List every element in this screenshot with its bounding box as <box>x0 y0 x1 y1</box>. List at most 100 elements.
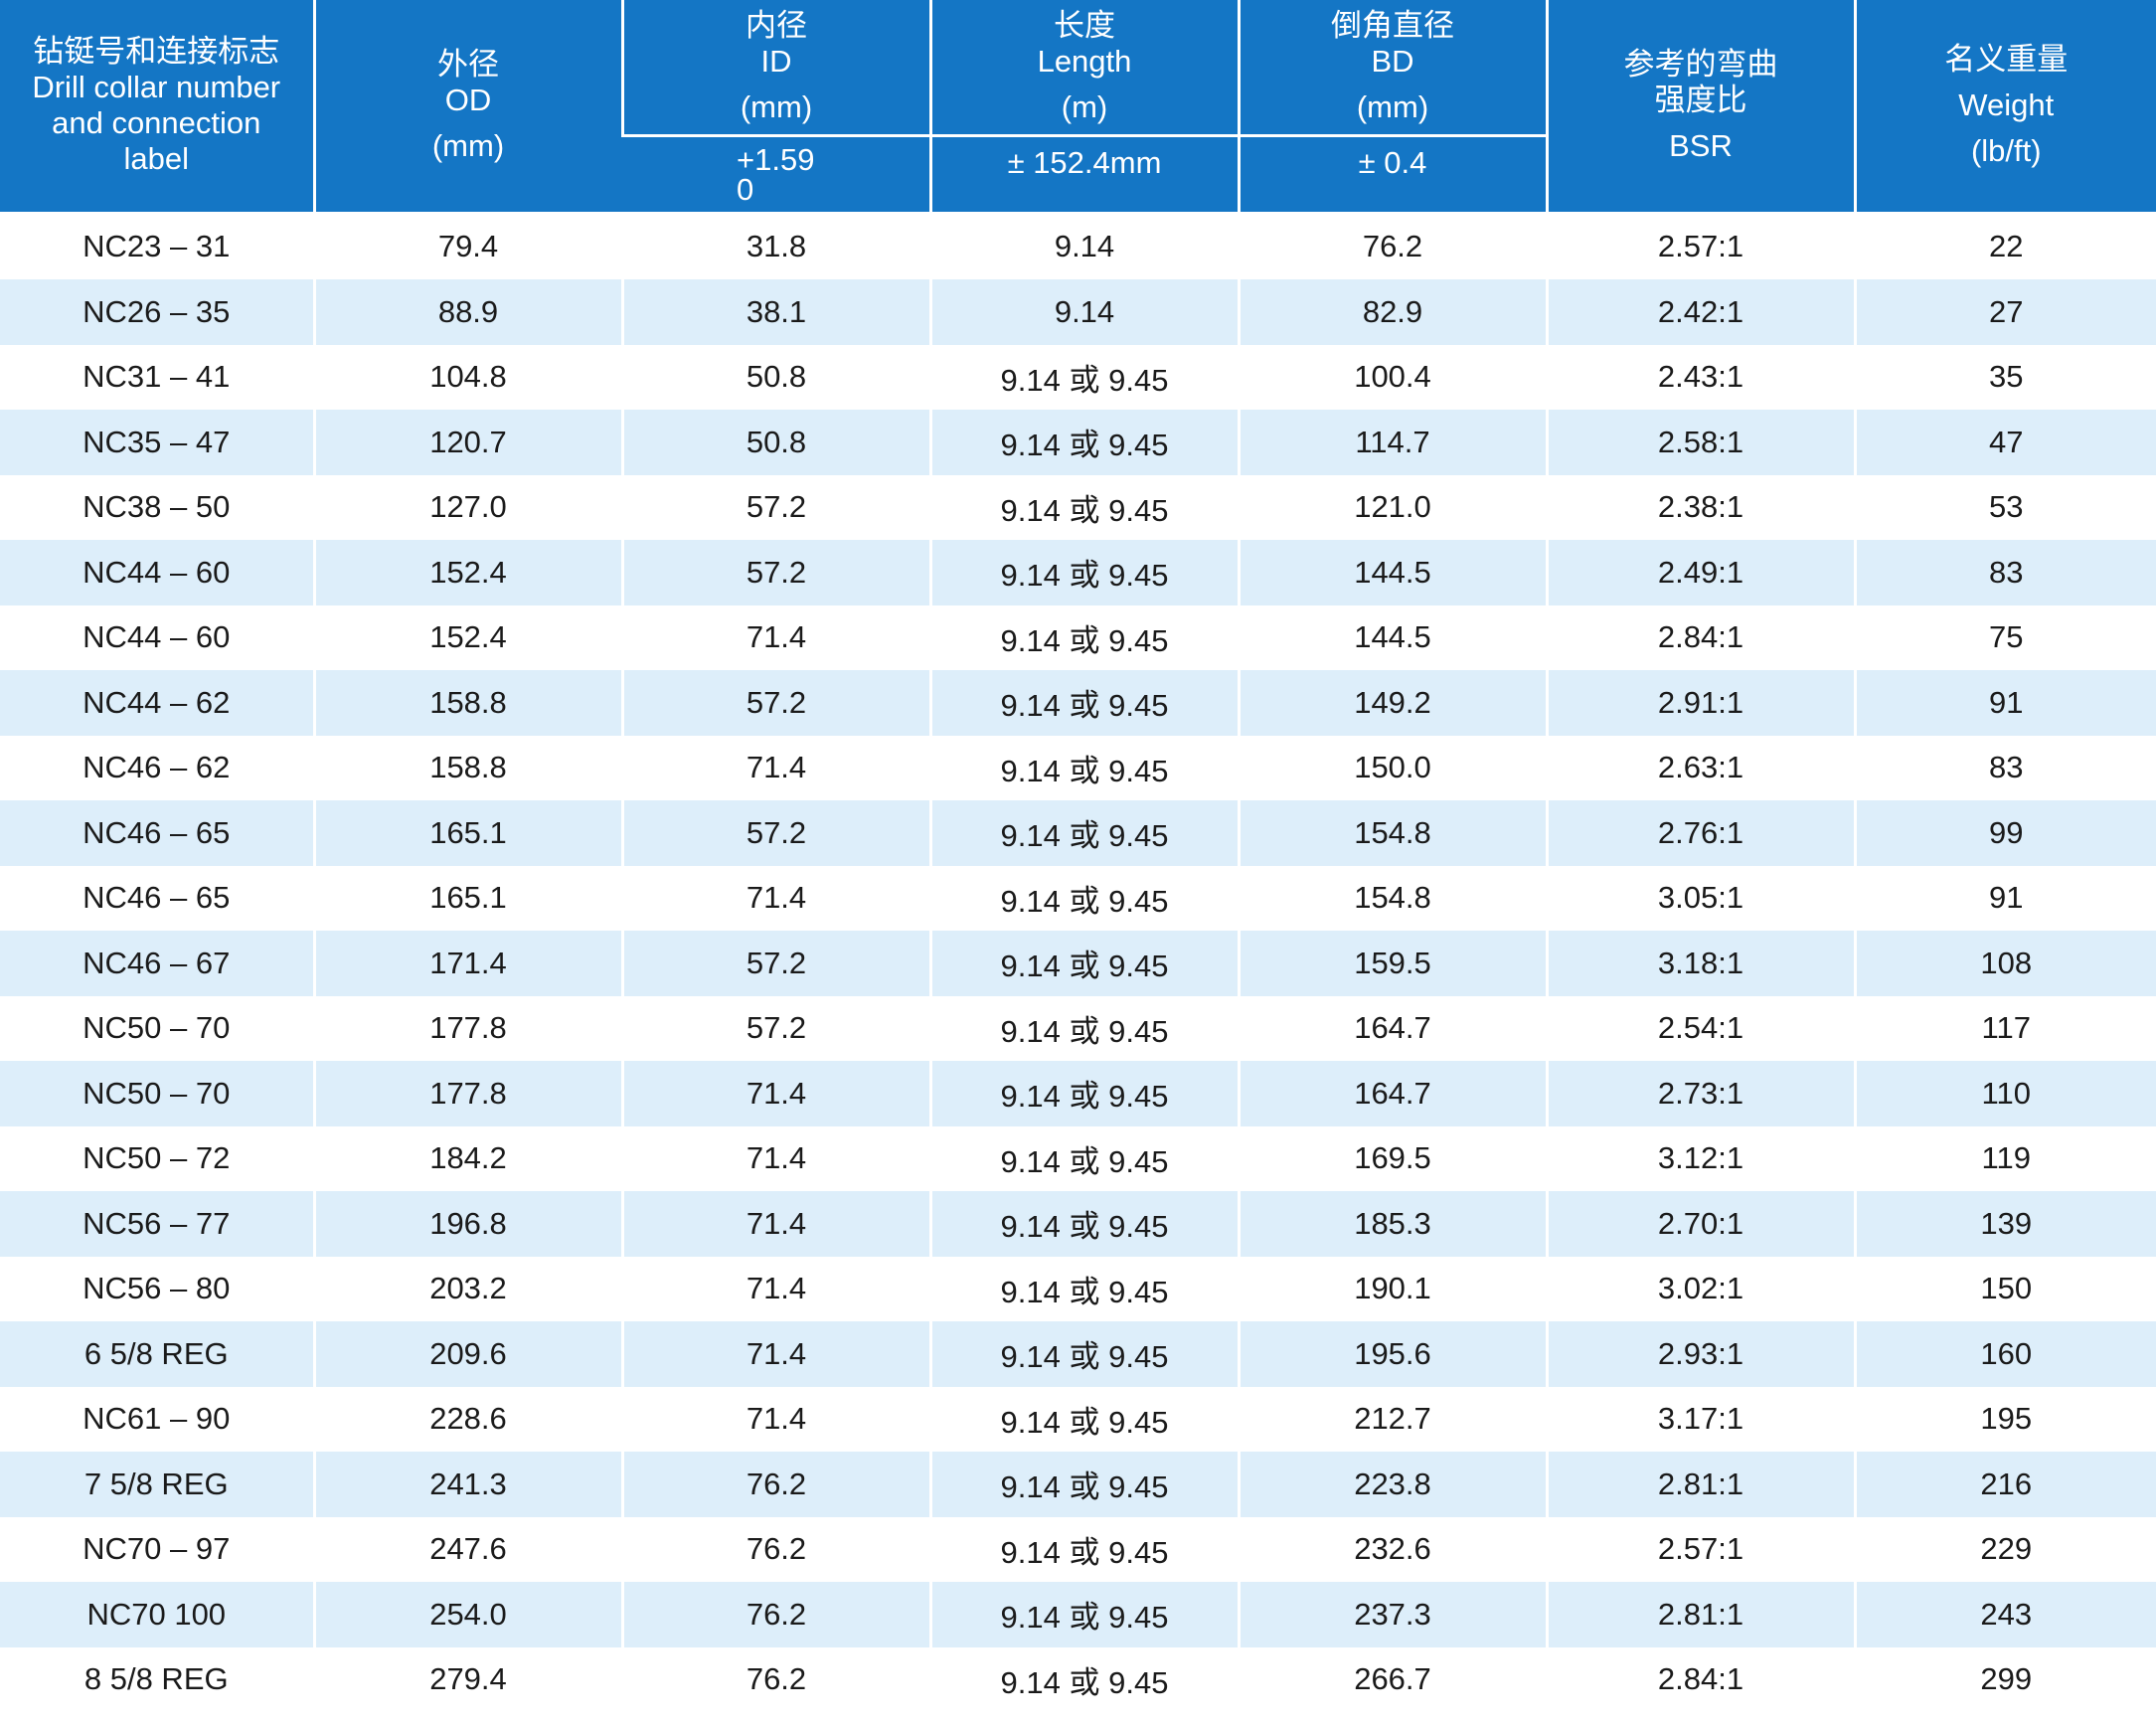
bd-cell: 164.7 <box>1237 1061 1547 1126</box>
id-cell: 31.8 <box>620 213 930 279</box>
od-cell: 165.1 <box>312 865 622 931</box>
bsr-cell: 3.05:1 <box>1545 865 1855 931</box>
bd-cell: 121.0 <box>1237 474 1547 540</box>
length-cell: 9.14 或 9.45 <box>928 604 1239 670</box>
table-row: 6 5/8 REG 209.6 71.4 9.14 或 9.45 195.6 2.93:1… <box>0 1321 2156 1387</box>
od-cell: 120.7 <box>312 410 622 475</box>
bsr-cell: 2.81:1 <box>1545 1582 1855 1647</box>
connection-label-cell: NC61 – 90 <box>0 1386 314 1452</box>
id-cell: 57.2 <box>620 800 930 866</box>
od-cell: 203.2 <box>312 1256 622 1321</box>
connection-label-cell: NC23 – 31 <box>0 213 314 279</box>
bsr-cell: 2.57:1 <box>1545 1516 1855 1582</box>
table-row: NC70 – 97 247.6 76.2 9.14 或 9.45 232.6 2.57:1… <box>0 1516 2156 1582</box>
bd-cell: 114.7 <box>1237 410 1547 475</box>
header-length-zh: 长度 <box>1054 8 1115 44</box>
bsr-cell: 2.70:1 <box>1545 1191 1855 1257</box>
weight-cell: 243 <box>1853 1582 2156 1647</box>
od-cell: 88.9 <box>312 279 622 345</box>
id-cell: 71.4 <box>620 1061 930 1126</box>
table-row: NC44 – 60 152.4 71.4 9.14 或 9.45 144.5 2.84:1… <box>0 604 2156 670</box>
connection-label-cell: 8 5/8 REG <box>0 1646 314 1712</box>
connection-label-cell: NC56 – 77 <box>0 1191 314 1257</box>
bsr-cell: 3.18:1 <box>1545 931 1855 996</box>
length-cell: 9.14 或 9.45 <box>928 670 1239 736</box>
header-length-en: Length <box>1037 44 1132 80</box>
bsr-cell: 2.73:1 <box>1545 1061 1855 1126</box>
bsr-cell: 3.02:1 <box>1545 1256 1855 1321</box>
connection-label-cell: NC50 – 70 <box>0 1061 314 1126</box>
header-od-en: OD <box>444 83 492 118</box>
od-cell: 177.8 <box>312 995 622 1061</box>
length-cell: 9.14 或 9.45 <box>928 1256 1239 1321</box>
header-od-zh: 外径 <box>437 47 499 83</box>
weight-cell: 47 <box>1853 410 2156 475</box>
connection-label-cell: NC50 – 72 <box>0 1125 314 1191</box>
connection-label-cell: NC70 – 97 <box>0 1516 314 1582</box>
od-cell: 171.4 <box>312 931 622 996</box>
length-cell: 9.14 或 9.45 <box>928 1452 1239 1517</box>
header-id-tolerance-top: +1.59 <box>737 141 815 177</box>
length-cell: 9.14 或 9.45 <box>928 474 1239 540</box>
length-cell: 9.14 或 9.45 <box>928 931 1239 996</box>
length-cell: 9.14 或 9.45 <box>928 1386 1239 1452</box>
connection-label-cell: NC44 – 60 <box>0 540 314 605</box>
weight-cell: 83 <box>1853 540 2156 605</box>
weight-cell: 108 <box>1853 931 2156 996</box>
id-cell: 71.4 <box>620 865 930 931</box>
header-weight: 名义重量 Weight (lb/ft) <box>1853 0 2156 215</box>
weight-cell: 75 <box>1853 604 2156 670</box>
length-cell: 9.14 或 9.45 <box>928 865 1239 931</box>
table-row: NC46 – 62 158.8 71.4 9.14 或 9.45 150.0 2.63:1… <box>0 735 2156 800</box>
weight-cell: 22 <box>1853 213 2156 279</box>
bd-cell: 190.1 <box>1237 1256 1547 1321</box>
header-id-unit: (mm) <box>740 89 813 125</box>
connection-label-cell: NC46 – 65 <box>0 865 314 931</box>
weight-cell: 195 <box>1853 1386 2156 1452</box>
header-length: 长度 Length (m) <box>928 0 1239 137</box>
weight-cell: 91 <box>1853 865 2156 931</box>
connection-label-cell: NC26 – 35 <box>0 279 314 345</box>
bd-cell: 82.9 <box>1237 279 1547 345</box>
connection-label-cell: NC46 – 65 <box>0 800 314 866</box>
table-header: 钻铤号和连接标志 Drill collar number and connect… <box>0 0 2156 215</box>
header-connection-label-en-2: and connection <box>52 105 261 141</box>
id-cell: 71.4 <box>620 1125 930 1191</box>
od-cell: 254.0 <box>312 1582 622 1647</box>
connection-label-cell: NC38 – 50 <box>0 474 314 540</box>
header-id-zh: 内径 <box>746 8 807 44</box>
header-length-unit: (m) <box>1061 89 1108 125</box>
bsr-cell: 3.12:1 <box>1545 1125 1855 1191</box>
header-id-en: ID <box>760 44 792 80</box>
weight-cell: 117 <box>1853 995 2156 1061</box>
header-connection-label-en-3: label <box>123 141 190 177</box>
bsr-cell: 2.91:1 <box>1545 670 1855 736</box>
od-cell: 158.8 <box>312 735 622 800</box>
bd-cell: 266.7 <box>1237 1646 1547 1712</box>
length-cell: 9.14 或 9.45 <box>928 1646 1239 1712</box>
weight-cell: 27 <box>1853 279 2156 345</box>
length-cell: 9.14 或 9.45 <box>928 1516 1239 1582</box>
header-od: 外径 OD (mm) <box>312 0 622 215</box>
weight-cell: 150 <box>1853 1256 2156 1321</box>
connection-label-cell: NC35 – 47 <box>0 410 314 475</box>
header-bd-zh: 倒角直径 <box>1331 8 1454 44</box>
length-cell: 9.14 或 9.45 <box>928 1191 1239 1257</box>
od-cell: 241.3 <box>312 1452 622 1517</box>
table-row: NC50 – 72 184.2 71.4 9.14 或 9.45 169.5 3.12:1… <box>0 1125 2156 1191</box>
table-row: NC46 – 67 171.4 57.2 9.14 或 9.45 159.5 3.18:1… <box>0 931 2156 996</box>
length-cell: 9.14 <box>928 213 1239 279</box>
od-cell: 165.1 <box>312 800 622 866</box>
id-cell: 76.2 <box>620 1516 930 1582</box>
id-cell: 57.2 <box>620 474 930 540</box>
header-od-unit: (mm) <box>431 128 505 164</box>
connection-label-cell: 7 5/8 REG <box>0 1452 314 1517</box>
connection-label-cell: NC46 – 62 <box>0 735 314 800</box>
weight-cell: 139 <box>1853 1191 2156 1257</box>
weight-cell: 83 <box>1853 735 2156 800</box>
table-row: NC46 – 65 165.1 71.4 9.14 或 9.45 154.8 3.05:1… <box>0 865 2156 931</box>
length-cell: 9.14 或 9.45 <box>928 1061 1239 1126</box>
od-cell: 279.4 <box>312 1646 622 1712</box>
bsr-cell: 2.58:1 <box>1545 410 1855 475</box>
